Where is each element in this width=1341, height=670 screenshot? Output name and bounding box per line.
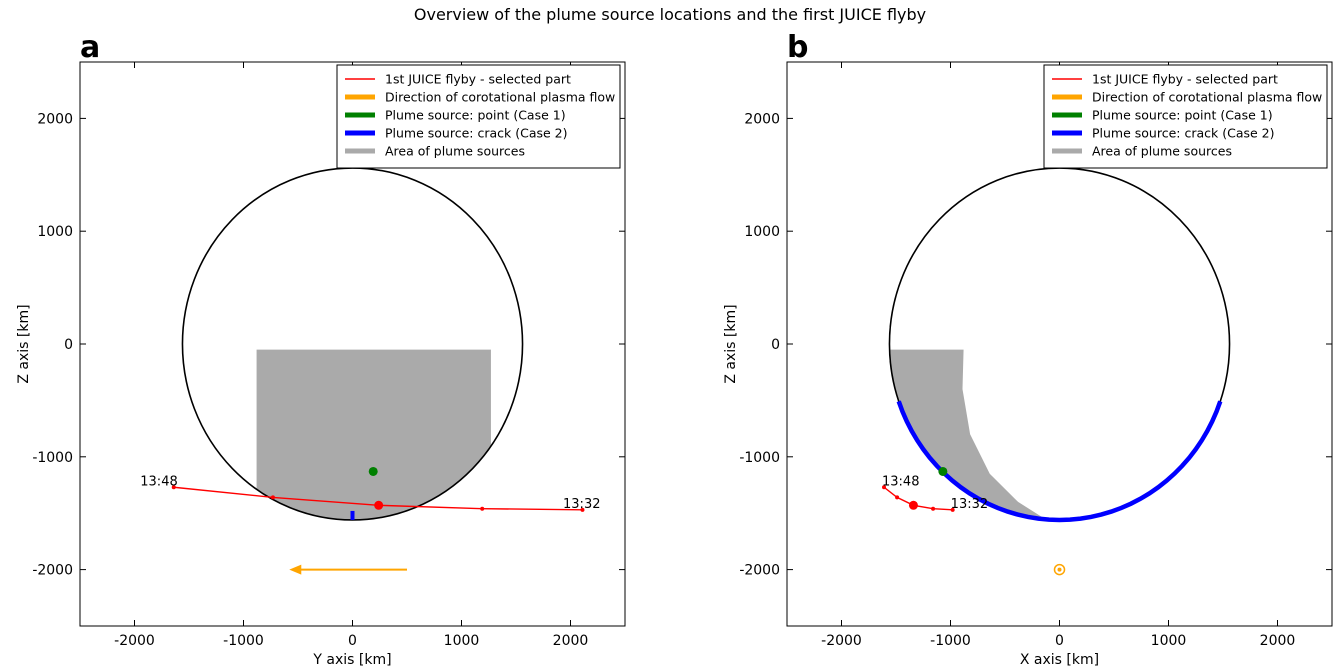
panel-a-time-label: 13:48 bbox=[140, 474, 177, 489]
panel-a-flyby-point bbox=[374, 500, 384, 510]
panel-a-legend-label: Direction of corotational plasma flow bbox=[385, 90, 615, 105]
panel-b-time-label: 13:32 bbox=[951, 497, 988, 512]
panel-a-flyby-point bbox=[580, 507, 585, 512]
panel-b-flyby-point bbox=[895, 495, 900, 500]
panel-b-time-label: 13:48 bbox=[882, 474, 919, 489]
panel-b-flyby-point bbox=[931, 506, 936, 511]
panel-a-data-layer: 13:32 13:48 bbox=[140, 167, 600, 575]
panel-b-xtick-label: 0 bbox=[1055, 633, 1064, 649]
panel-b-y-axis-label: Z axis [km] bbox=[723, 304, 739, 383]
panel-a-legend: 1st JUICE flyby - selected part Direction… bbox=[336, 64, 621, 169]
panel-b-ytick-label: -1000 bbox=[739, 450, 780, 466]
panel-a-plot: a 13:32 13:48 -2000 -1000 0 1000 2000 -2000 -1000… bbox=[16, 30, 626, 668]
panel-b-flyby-line bbox=[883, 486, 953, 511]
panel-b-flyby-point bbox=[908, 500, 918, 510]
panel-b-xtick-label: 2000 bbox=[1260, 633, 1296, 649]
panel-a-flyby-point bbox=[270, 495, 275, 500]
panel-b-flyby-point bbox=[950, 507, 955, 512]
panel-b-ytick-label: 1000 bbox=[744, 224, 780, 240]
panel-a-ytick-label: -1000 bbox=[32, 450, 73, 466]
panel-b-legend-label: Plume source: crack (Case 2) bbox=[1092, 126, 1275, 141]
figure-title: Overview of the plume source locations a… bbox=[414, 5, 926, 24]
panel-b-xtick-label: -1000 bbox=[930, 633, 971, 649]
panel-b-legend-label: Direction of corotational plasma flow bbox=[1092, 90, 1322, 105]
panel-b-crack-source bbox=[896, 400, 1223, 523]
panel-b-ytick-label: 2000 bbox=[744, 111, 780, 127]
panel-a-legend-box bbox=[336, 64, 621, 169]
panel-a-xtick-label: 1000 bbox=[444, 633, 480, 649]
panel-a-letter: a bbox=[80, 30, 100, 65]
panel-b-xtick-label: -2000 bbox=[821, 633, 862, 649]
panel-a-flyby-point bbox=[171, 485, 176, 490]
panel-b-plot-area: b 13:32 13:48 -2000 -1000 0 1000 2000 -2000 -1000… bbox=[723, 30, 1333, 668]
panel-a-xtick-label: -1000 bbox=[223, 633, 264, 649]
panel-b-ytick-label: 0 bbox=[771, 337, 780, 353]
panel-b-legend-box bbox=[1043, 64, 1328, 169]
panel-b-flow-marker-dot bbox=[1057, 567, 1062, 572]
panel-a-flow-arrowhead bbox=[289, 564, 302, 575]
panel-a-time-label: 13:32 bbox=[563, 497, 600, 512]
panel-a-ytick-label: -2000 bbox=[32, 563, 73, 579]
panel-b-x-axis-label: X axis [km] bbox=[1020, 652, 1099, 668]
panel-a-ytick-label: 2000 bbox=[37, 111, 73, 127]
panel-a-plume-area bbox=[256, 349, 491, 520]
panel-b-point-source bbox=[938, 466, 948, 476]
panel-a-legend-label: Area of plume sources bbox=[385, 144, 525, 159]
panel-a-legend-label: 1st JUICE flyby - selected part bbox=[385, 72, 571, 87]
panel-a-flyby-point bbox=[480, 506, 485, 511]
panel-b-plume-area bbox=[889, 349, 1060, 520]
panel-a-ytick-label: 1000 bbox=[37, 224, 73, 240]
panel-a-xtick-label: 2000 bbox=[553, 633, 589, 649]
panel-b-legend-label: Area of plume sources bbox=[1092, 144, 1232, 159]
panel-b-data-layer: 13:32 13:48 bbox=[882, 167, 1231, 576]
panel-b-legend: 1st JUICE flyby - selected part Direction… bbox=[1043, 64, 1328, 169]
panel-b-legend-label: Plume source: point (Case 1) bbox=[1092, 108, 1273, 123]
panel-b-ytick-label: -2000 bbox=[739, 563, 780, 579]
panel-a-xtick-label: -2000 bbox=[114, 633, 155, 649]
panel-b-letter: b bbox=[787, 30, 808, 65]
panel-a-y-axis-label: Z axis [km] bbox=[16, 304, 32, 383]
panel-a-plot-area: a 13:32 13:48 -2000 -1000 0 1000 2000 -2000 -1000… bbox=[16, 30, 626, 668]
panel-b-plot: b 13:32 13:48 -2000 -1000 0 1000 2000 -2000 -1000… bbox=[723, 30, 1333, 668]
panel-b-xtick-label: 1000 bbox=[1151, 633, 1187, 649]
panel-a-legend-label: Plume source: crack (Case 2) bbox=[385, 126, 568, 141]
panel-a-point-source bbox=[368, 466, 378, 476]
panel-b-flyby-point bbox=[882, 485, 887, 490]
panel-a-ytick-label: 0 bbox=[64, 337, 73, 353]
panel-b-legend-label: 1st JUICE flyby - selected part bbox=[1092, 72, 1278, 87]
panel-a-x-axis-label: Y axis [km] bbox=[312, 652, 391, 668]
panel-b-flow-marker-ring bbox=[1053, 563, 1066, 576]
panel-a-legend-label: Plume source: point (Case 1) bbox=[385, 108, 566, 123]
panel-a-xtick-label: 0 bbox=[348, 633, 357, 649]
